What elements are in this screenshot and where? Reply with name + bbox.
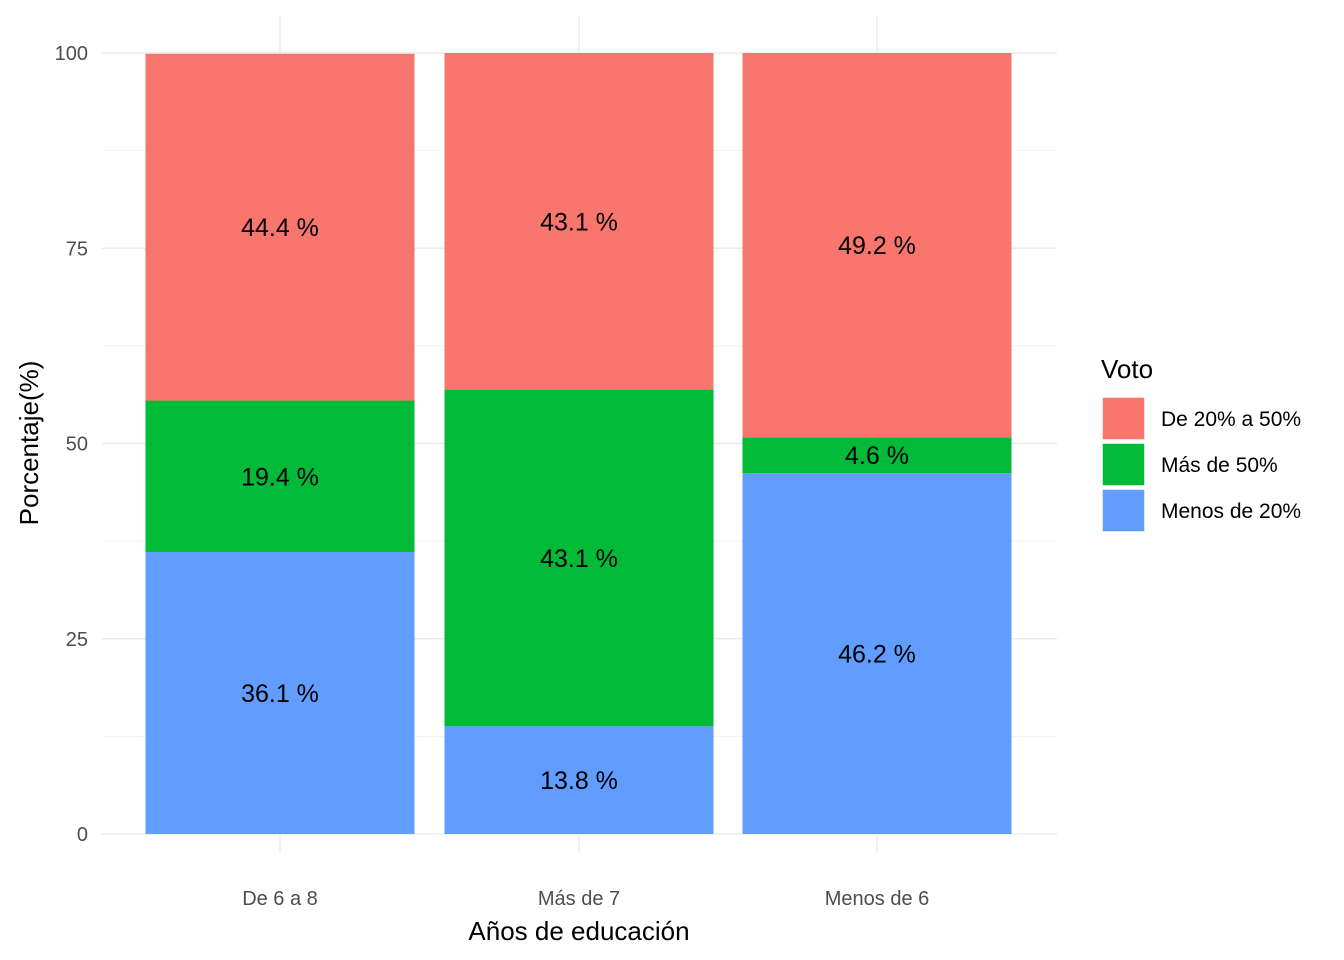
data-label: 49.2 % bbox=[838, 232, 916, 260]
legend-swatch bbox=[1101, 488, 1146, 533]
bar-segment bbox=[444, 726, 714, 834]
legend-label: Menos de 20% bbox=[1161, 500, 1301, 523]
x-axis-ticks: De 6 a 8 Más de 7 Menos de 6 bbox=[242, 888, 929, 910]
data-label: 43.1 % bbox=[540, 208, 618, 236]
y-tick-label: 25 bbox=[66, 629, 88, 651]
bar-segment bbox=[444, 53, 714, 390]
x-tick-label: Menos de 6 bbox=[825, 888, 930, 910]
x-tick-label: De 6 a 8 bbox=[242, 888, 318, 910]
data-label: 44.4 % bbox=[241, 214, 319, 242]
y-tick-label: 75 bbox=[66, 238, 88, 260]
legend-swatch bbox=[1101, 442, 1146, 487]
y-tick-label: 0 bbox=[77, 824, 88, 846]
x-axis-title: Años de educación bbox=[468, 916, 689, 946]
y-tick-label: 50 bbox=[66, 434, 88, 456]
x-tick-label: Más de 7 bbox=[538, 888, 620, 910]
data-label: 43.1 % bbox=[540, 545, 618, 573]
data-label: 13.8 % bbox=[540, 767, 618, 795]
bar-segment bbox=[145, 400, 415, 553]
data-label: 46.2 % bbox=[838, 641, 916, 669]
legend-title: Voto bbox=[1101, 354, 1153, 384]
data-label: 19.4 % bbox=[241, 463, 319, 491]
data-label: 4.6 % bbox=[845, 442, 909, 470]
legend-label: Más de 50% bbox=[1161, 454, 1278, 477]
bar-segment bbox=[742, 473, 1012, 834]
legend-items: De 20% a 50% Más de 50% Menos de 20% bbox=[1101, 396, 1301, 533]
bars bbox=[145, 53, 1012, 834]
data-label: 36.1 % bbox=[241, 680, 319, 708]
bar-segment bbox=[145, 53, 415, 401]
bar-segment bbox=[145, 552, 415, 834]
y-axis-title: Porcentaje(%) bbox=[14, 361, 44, 526]
legend-label: De 20% a 50% bbox=[1161, 408, 1301, 431]
bar-segment bbox=[444, 389, 714, 727]
y-axis-ticks: 0 25 50 75 100 bbox=[55, 43, 88, 846]
bar-segment bbox=[742, 53, 1012, 438]
bar-segment bbox=[742, 437, 1012, 474]
data-labels: 36.1 % 19.4 % 44.4 % 13.8 % 43.1 % 43.1 % 46.2… bbox=[241, 208, 916, 795]
legend: Voto De 20% a 50% Más de 50% Menos de 20% bbox=[1101, 354, 1301, 533]
legend-swatch bbox=[1101, 396, 1146, 441]
y-tick-label: 100 bbox=[55, 43, 88, 65]
